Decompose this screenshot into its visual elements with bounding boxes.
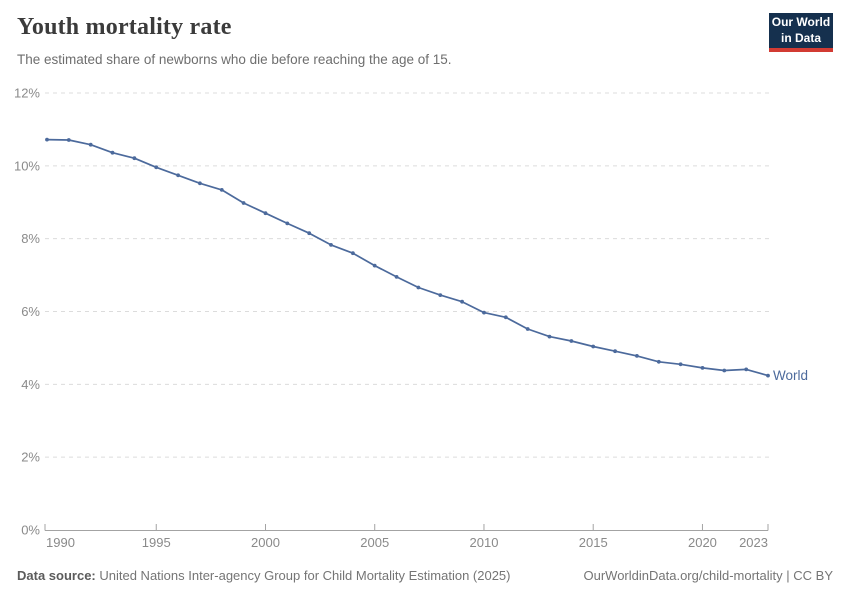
series-label-world[interactable]: World <box>773 368 808 383</box>
data-point[interactable] <box>154 165 159 170</box>
data-point[interactable] <box>285 221 290 226</box>
data-point[interactable] <box>482 310 486 315</box>
data-source-note: Data source: United Nations Inter-agency… <box>17 568 511 583</box>
x-tick-label: 2010 <box>470 535 499 550</box>
page-subtitle: The estimated share of newborns who die … <box>17 52 452 67</box>
data-point[interactable] <box>722 368 727 373</box>
data-point[interactable] <box>372 263 377 268</box>
data-point[interactable] <box>307 231 312 236</box>
y-tick-label: 8% <box>21 231 40 246</box>
x-tick-label: 2005 <box>360 535 389 550</box>
data-point[interactable] <box>569 339 574 343</box>
x-tick-label: 2000 <box>251 535 280 550</box>
owid-logo[interactable]: Our World in Data <box>769 13 833 52</box>
y-tick-label: 4% <box>21 377 40 392</box>
data-point[interactable] <box>351 251 355 256</box>
data-point[interactable] <box>416 285 421 290</box>
data-source-label: Data source: <box>17 568 96 583</box>
x-tick-label: 2015 <box>579 535 608 550</box>
data-point[interactable] <box>460 299 464 304</box>
data-point[interactable] <box>198 181 202 186</box>
y-tick-label: 10% <box>14 158 40 173</box>
x-tick-label: 1990 <box>46 535 75 550</box>
data-point[interactable] <box>110 150 115 155</box>
data-point[interactable] <box>744 367 749 372</box>
owid-logo-line2: in Data <box>780 30 821 45</box>
data-point[interactable] <box>263 211 268 216</box>
data-point[interactable] <box>176 173 181 178</box>
data-point[interactable] <box>88 142 93 147</box>
data-point[interactable] <box>635 354 639 358</box>
y-tick-label: 0% <box>21 523 40 538</box>
data-point[interactable] <box>591 344 596 349</box>
data-point[interactable] <box>45 137 49 142</box>
data-point[interactable] <box>656 359 661 364</box>
owid-url-link[interactable]: OurWorldinData.org/child-mortality | CC … <box>583 568 834 583</box>
y-tick-label: 2% <box>21 450 40 465</box>
x-tick-label: 1995 <box>142 535 171 550</box>
data-point[interactable] <box>241 201 246 205</box>
page-title: Youth mortality rate <box>17 14 232 40</box>
data-point[interactable] <box>438 293 443 297</box>
data-point[interactable] <box>766 373 770 378</box>
y-tick-label: 12% <box>14 86 40 101</box>
y-tick-label: 6% <box>21 304 40 319</box>
data-point[interactable] <box>503 315 508 320</box>
owid-logo-line1: Our World <box>771 15 831 30</box>
data-point[interactable] <box>700 366 705 370</box>
data-point[interactable] <box>66 138 71 142</box>
data-point[interactable] <box>394 275 399 279</box>
footer: Data source: United Nations Inter-agency… <box>17 568 833 583</box>
data-point[interactable] <box>547 334 552 339</box>
data-point[interactable] <box>678 362 683 367</box>
data-point[interactable] <box>219 188 224 192</box>
data-point[interactable] <box>329 243 333 247</box>
data-point[interactable] <box>132 156 137 161</box>
data-point[interactable] <box>525 327 530 331</box>
x-tick-label: 2023 <box>739 535 768 550</box>
x-tick-label: 2020 <box>688 535 717 550</box>
data-point[interactable] <box>613 349 617 354</box>
series-line-world <box>46 138 769 377</box>
data-source-text: United Nations Inter-agency Group for Ch… <box>95 568 511 583</box>
